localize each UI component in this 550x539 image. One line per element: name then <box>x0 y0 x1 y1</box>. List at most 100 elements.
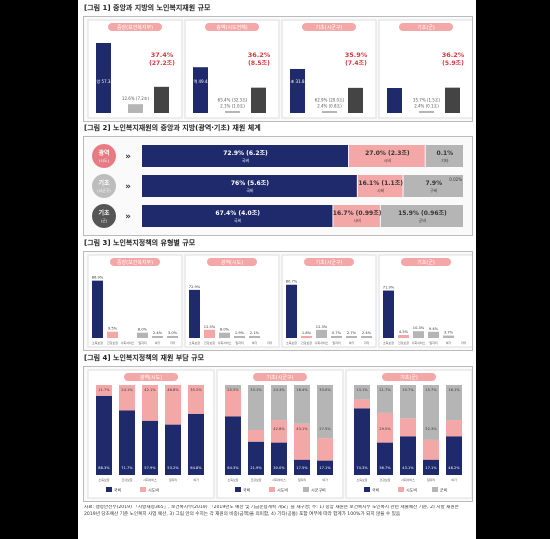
fig1-panel-title-pill-text: 중앙(보건복지부) <box>117 24 153 31</box>
fig4-bar-segment <box>248 441 264 475</box>
fig3-panel-title-pill-text: 기초(군) <box>417 259 435 266</box>
figure3-title: [그림 3] 노인복지정책의 유형별 규모 <box>84 239 196 247</box>
fig4-legend-label: 군비 <box>440 487 448 493</box>
fig3-cat-label: 일자리 <box>429 340 438 345</box>
fig1-bar <box>251 87 266 113</box>
fig3-cat-label: 사회서비스 <box>121 340 135 345</box>
figure3-box: 중앙(보건복지부) 86.9% 소득보장 9.5% 건강보장 사회서비스 8.0% 일자리 2.… <box>83 251 473 351</box>
fig4-bar-segment <box>423 459 439 475</box>
fig4-label-mid: 27.5% <box>319 427 331 431</box>
fig2-segment <box>142 175 357 197</box>
fig3-bar-label: 2.1% <box>250 331 260 335</box>
fig2-arrow: » <box>125 152 131 162</box>
fig4-label-bottom: 64.3% <box>227 466 239 470</box>
fig4-legend-label: 시군구비 <box>311 487 326 493</box>
figure4-title: [그림 4] 노인복지정책의 재원 부담 규모 <box>84 354 205 362</box>
fig1-bar <box>445 87 460 113</box>
fig4-label-bottom: 43.1% <box>402 466 414 470</box>
fig4-cat-label: 소득보장 <box>98 477 109 482</box>
fig1-bar-label: 광역 49.4조 <box>190 78 212 84</box>
fig4-label-top: 33.0% <box>319 388 331 392</box>
fig3-bar <box>398 335 409 338</box>
fig3-cat-label: 사회서비스 <box>315 340 329 345</box>
fig1-highlight: 36.2% <box>442 51 465 59</box>
fig2-segment-label: 0.1% <box>437 150 454 157</box>
fig4-cat-label: 소득보장 <box>227 477 238 482</box>
fig4-cat-label: 건강보장 <box>250 477 261 482</box>
fig4-cat-label: 일자리 <box>169 477 178 482</box>
fig4-label-mid: 52.3% <box>425 427 437 431</box>
fig3-bar-label: 12.5% <box>204 325 216 329</box>
fig4-label-top: 24.3% <box>273 388 285 392</box>
fig4-label-bottom: 17.1% <box>319 466 331 470</box>
fig4-label-top: 20.5% <box>227 388 239 392</box>
fig3-bar <box>316 329 327 338</box>
fig1-bar-label: 기초 31.8조 <box>287 78 309 84</box>
fig3-bar-label: 1.8% <box>302 331 312 335</box>
fig3-bar-label: 3.7% <box>444 331 454 335</box>
fig3-panel-title-pill <box>207 258 257 266</box>
fig4-legend-swatch <box>364 487 370 492</box>
fig4-panel-title-pill-text: 기초(군) <box>400 374 418 381</box>
fig4-bar-segment <box>354 408 370 475</box>
fig4-label-bottom: 30.0% <box>273 466 285 470</box>
fig4-legend-label: 시도비 <box>277 487 288 493</box>
fig3-bar <box>383 290 394 338</box>
fig4-bar-segment <box>354 399 370 409</box>
fig4-bar-segment <box>165 385 181 425</box>
fig4-label-top: 24.1% <box>121 388 133 392</box>
figure2-box: 광역 (시도)» 72.9% (6.2조) 국비 27.0% (2.3조) 시비 0.1% 기… <box>83 136 473 236</box>
fig3-bar-label: 2.7% <box>347 331 357 335</box>
fig3-cat-label: 건강보장 <box>398 340 409 345</box>
fig4-label-top: 15.7% <box>425 388 437 392</box>
fig4-bar-segment <box>294 459 310 475</box>
fig4-bar-segment <box>142 420 158 475</box>
fig4-panel-title-pill <box>253 373 307 381</box>
fig1-bar <box>348 87 363 113</box>
fig3-cat-label: 사회서비스 <box>218 340 232 345</box>
footnote: 자료: 행정안전부(2019) 「지방재정365」, 보건복지부(2019) 「… <box>84 505 459 517</box>
fig1-side-label: 62.9% (20.0조) <box>315 97 345 102</box>
fig3-bar <box>219 332 230 338</box>
fig1-panel-title-pill-text: 광역(시도전체) <box>216 24 248 31</box>
fig2-arrow: » <box>125 182 131 192</box>
fig1-bar <box>128 104 143 113</box>
fig2-segment <box>142 145 349 167</box>
fig2-segment <box>403 175 463 197</box>
fig1-panel-title-pill <box>205 23 259 31</box>
fig3-bar-label: 12.3% <box>316 325 328 329</box>
fig4-label-bottom: 21.9% <box>250 466 262 470</box>
fig1-highlight: 36.2% <box>248 51 271 59</box>
fig4-legend-swatch <box>303 487 309 492</box>
fig4-label-bottom: 36.7% <box>379 466 391 470</box>
fig2-extra: 0.02% <box>449 177 462 182</box>
fig4-cat-label: 소득보장 <box>356 477 367 482</box>
fig4-bar-segment <box>317 385 333 439</box>
fig4-label-mid: 42.8% <box>273 427 285 431</box>
fig3-bar-label: 8.0% <box>138 328 148 332</box>
fig3-bar <box>152 336 163 338</box>
fig3-bar-label: 8.0% <box>220 328 230 332</box>
fig3-bar <box>361 336 372 338</box>
fig4-bar-segment <box>225 416 241 475</box>
fig3-cat-label: 일자리 <box>235 340 244 345</box>
fig4-bar-segment <box>294 423 310 460</box>
figure1-title: [그림 1] 중앙과 지방의 노인복지재원 규모 <box>84 4 211 12</box>
fig4-legend-swatch <box>106 487 112 492</box>
fig1-highlight-amount: (5.9조) <box>442 60 464 67</box>
fig3-cat-label: 여가 <box>349 340 355 345</box>
fig4-bar-segment <box>446 436 462 475</box>
fig1-highlight-amount: (27.2조) <box>149 60 175 67</box>
fig4-cat-label: 사회서비스 <box>272 477 286 482</box>
fig2-segment <box>349 145 425 167</box>
figure1-chart: 중앙(보건복지부) 중앙 57.3조 12.6% (7.2조) 37.4%(27.2조… <box>87 19 472 119</box>
fig2-segment <box>357 175 403 197</box>
fig4-label-bottom: 17.1% <box>425 466 437 470</box>
fig1-panel-title-pill <box>399 23 453 31</box>
fig4-bar-segment <box>248 385 264 430</box>
fig3-bar-label: 1.9% <box>235 331 245 335</box>
fig2-segment-label: 76% (5.6조) <box>231 180 269 187</box>
fig4-cat-label: 건강보장 <box>121 477 132 482</box>
